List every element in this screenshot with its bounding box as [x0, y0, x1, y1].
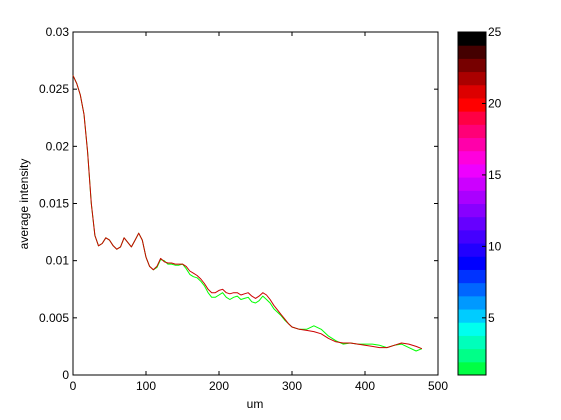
- y-tick-label: 0.03: [46, 25, 70, 39]
- colorbar-cell: [458, 348, 486, 363]
- series-layer: [72, 75, 423, 352]
- colorbar-cell: [458, 295, 486, 310]
- colorbar-cell: [458, 45, 486, 59]
- colorbar-cell: [458, 150, 486, 165]
- colorbar-cells: [458, 32, 486, 376]
- colorbar-tick-label: 5: [488, 311, 495, 325]
- colorbar-cell: [458, 322, 486, 336]
- colorbar-cell: [458, 58, 486, 73]
- plot-area: 0 100 200 300 400 500 0 0.005 0.01 0.015 0.02 0.02…: [39, 25, 448, 393]
- x-tick-label: 500: [428, 379, 448, 393]
- colorbar-cell: [458, 216, 486, 231]
- colorbar-cell: [458, 137, 486, 152]
- colorbar-cell: [458, 256, 486, 270]
- colorbar-cell: [458, 361, 486, 376]
- colorbar-cell: [458, 124, 486, 139]
- y-tick-label: 0.005: [39, 311, 69, 325]
- colorbar-tick-label: 15: [488, 168, 502, 182]
- colorbar-cell: [458, 163, 486, 178]
- x-axis-label: um: [247, 397, 264, 411]
- colorbar-cell: [458, 71, 486, 86]
- colorbar-cell: [458, 177, 486, 191]
- colorbar-cell: [458, 190, 486, 204]
- y-tick-label: 0: [62, 368, 69, 382]
- colorbar-cell: [458, 32, 486, 46]
- y-tick-label: 0.015: [39, 197, 69, 211]
- colorbar-cell: [458, 97, 486, 112]
- colorbar: 5 10 15 20 25: [457, 25, 502, 376]
- colorbar-tick-label: 10: [488, 239, 502, 253]
- colorbar-cell: [458, 229, 486, 244]
- x-tick-label: 100: [136, 379, 156, 393]
- series-line-2: [72, 75, 423, 350]
- y-tick-label: 0.02: [46, 139, 70, 153]
- x-axis-ticks: 0 100 200 300 400 500: [70, 32, 448, 393]
- x-tick-label: 200: [209, 379, 229, 393]
- colorbar-cell: [458, 335, 486, 350]
- colorbar-cell: [458, 282, 486, 297]
- y-tick-label: 0.01: [46, 254, 70, 268]
- colorbar-ticks: 5 10 15 20 25: [482, 25, 502, 325]
- y-axis-label: average intensity: [17, 159, 31, 250]
- axes-box: [72, 31, 439, 376]
- colorbar-tick-label: 20: [488, 96, 502, 110]
- colorbar-cell: [458, 309, 486, 323]
- colorbar-frame: [457, 31, 487, 376]
- colorbar-cell: [458, 243, 486, 257]
- colorbar-cell: [458, 84, 486, 99]
- colorbar-cell: [458, 269, 486, 284]
- colorbar-cell: [458, 203, 486, 218]
- x-tick-label: 0: [70, 379, 77, 393]
- y-axis-ticks: 0 0.005 0.01 0.015 0.02 0.025 0.03: [39, 25, 438, 382]
- x-tick-label: 400: [355, 379, 375, 393]
- colorbar-tick-label: 25: [488, 25, 502, 39]
- y-tick-label: 0.025: [39, 82, 69, 96]
- x-tick-label: 300: [282, 379, 302, 393]
- colorbar-cell: [458, 111, 486, 125]
